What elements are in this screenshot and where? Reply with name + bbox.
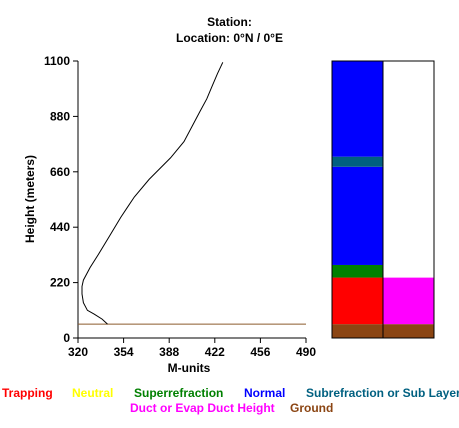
y-tick-label: 1100 (44, 54, 70, 68)
y-axis-label: Height (meters) (23, 155, 37, 243)
y-tick-label: 880 (50, 109, 70, 123)
location-title: Location: 0°N / 0°E (176, 31, 283, 45)
legend-trapping: Trapping (2, 386, 53, 400)
x-tick-label: 354 (114, 345, 134, 359)
y-tick-label: 220 (50, 276, 70, 290)
x-axis-label: M-units (168, 361, 211, 375)
m-unit-profile-line (81, 62, 224, 325)
legend-duct: Duct or Evap Duct Height (130, 401, 275, 415)
legend-ground: Ground (290, 401, 334, 415)
condition-segment (332, 61, 383, 157)
condition-segment (383, 324, 434, 338)
condition-segment (332, 156, 383, 167)
condition-segment (332, 264, 383, 278)
condition-segment (332, 166, 383, 265)
y-tick-label: 440 (50, 220, 70, 234)
condition-segment (332, 324, 383, 338)
legend-subrefraction: Subrefraction or Sub Layer (306, 386, 459, 400)
legend-normal: Normal (244, 386, 286, 400)
legend-neutral: Neutral (72, 386, 114, 400)
y-tick-label: 0 (63, 331, 70, 345)
y-tick-label: 660 (50, 165, 70, 179)
x-tick-label: 388 (159, 345, 179, 359)
x-tick-label: 456 (250, 345, 270, 359)
condition-segment (332, 277, 383, 325)
x-tick-label: 422 (205, 345, 225, 359)
station-title: Station: (207, 15, 252, 29)
x-tick-label: 320 (68, 345, 88, 359)
condition-segment (383, 61, 434, 278)
x-tick-label: 490 (296, 345, 316, 359)
legend-superrefraction: Superrefraction (134, 386, 224, 400)
condition-segment (383, 277, 434, 325)
